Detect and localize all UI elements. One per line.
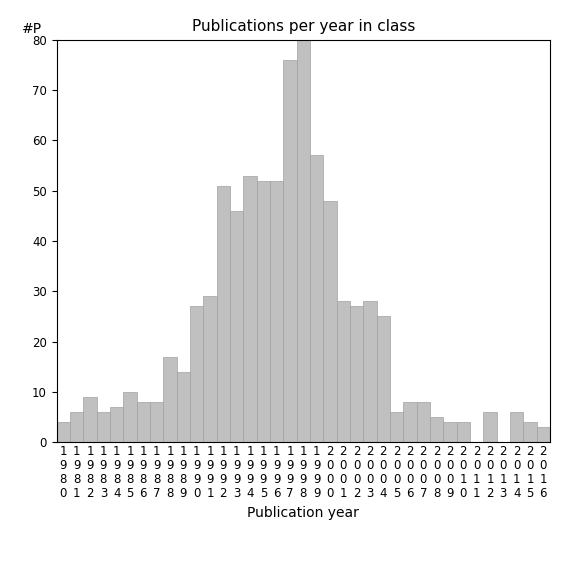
Bar	[443, 422, 456, 442]
Bar	[284, 60, 297, 442]
Bar	[83, 397, 97, 442]
Bar	[350, 306, 363, 442]
Bar	[403, 402, 417, 442]
Bar	[337, 302, 350, 442]
Text: #P: #P	[22, 22, 43, 36]
Bar	[177, 372, 190, 442]
Bar	[510, 412, 523, 442]
Bar	[150, 402, 163, 442]
Bar	[124, 392, 137, 442]
Bar	[70, 412, 83, 442]
Bar	[417, 402, 430, 442]
Bar	[310, 155, 323, 442]
Bar	[270, 180, 284, 442]
Bar	[430, 417, 443, 442]
X-axis label: Publication year: Publication year	[247, 506, 359, 519]
Bar	[230, 211, 243, 442]
Bar	[163, 357, 177, 442]
Bar	[323, 201, 337, 442]
Bar	[137, 402, 150, 442]
Bar	[483, 412, 497, 442]
Bar	[204, 297, 217, 442]
Bar	[110, 407, 124, 442]
Bar	[217, 185, 230, 442]
Bar	[257, 180, 270, 442]
Bar	[376, 316, 390, 442]
Bar	[97, 412, 110, 442]
Title: Publications per year in class: Publications per year in class	[192, 19, 415, 35]
Bar	[536, 427, 550, 442]
Bar	[456, 422, 470, 442]
Bar	[243, 176, 257, 442]
Bar	[297, 40, 310, 442]
Bar	[190, 306, 204, 442]
Bar	[523, 422, 536, 442]
Bar	[390, 412, 403, 442]
Bar	[57, 422, 70, 442]
Bar	[363, 302, 376, 442]
